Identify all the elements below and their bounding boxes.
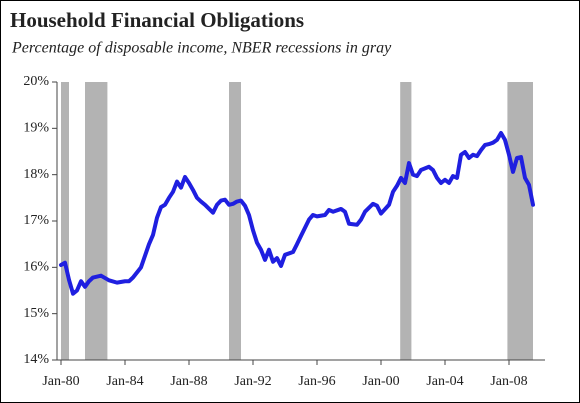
y-tick-label: 19% <box>23 121 49 136</box>
x-tick-label: Jan-04 <box>426 374 463 389</box>
y-tick-label: 17% <box>23 213 49 228</box>
x-tick-label: Jan-00 <box>362 374 399 389</box>
x-tick-label: Jan-80 <box>42 374 79 389</box>
recession-band <box>507 82 533 360</box>
chart-subtitle: Percentage of disposable income, NBER re… <box>11 40 392 57</box>
recession-band <box>229 82 241 360</box>
x-tick-label: Jan-08 <box>490 374 527 389</box>
recession-band <box>61 82 69 360</box>
y-tick-label: 20% <box>23 74 49 89</box>
y-tick-label: 15% <box>23 306 49 321</box>
recession-band <box>400 82 412 360</box>
recession-band <box>85 82 108 360</box>
y-tick-label: 14% <box>23 352 49 367</box>
x-tick-label: Jan-84 <box>106 374 143 389</box>
y-tick-label: 18% <box>23 167 49 182</box>
y-tick-label: 16% <box>23 260 49 275</box>
data-line <box>59 130 535 296</box>
chart-title: Household Financial Obligations <box>10 8 304 32</box>
recession-bands <box>61 82 533 360</box>
x-tick-label: Jan-92 <box>234 374 271 389</box>
x-tick-label: Jan-88 <box>170 374 207 389</box>
x-tick-label: Jan-96 <box>298 374 335 389</box>
